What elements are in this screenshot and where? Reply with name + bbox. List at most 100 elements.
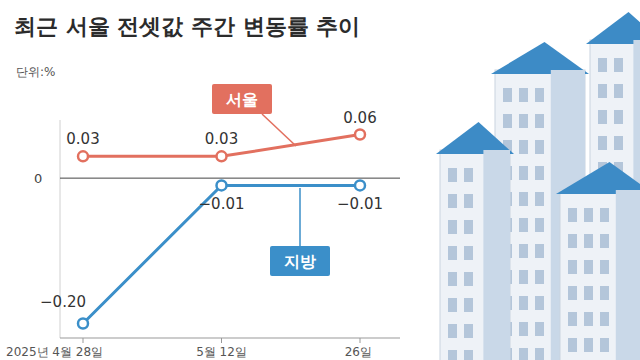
window <box>584 208 593 222</box>
window <box>519 244 528 258</box>
roof <box>556 162 640 194</box>
window <box>600 286 609 300</box>
window <box>464 298 473 312</box>
window <box>448 194 457 208</box>
window <box>584 234 593 248</box>
window <box>568 234 577 248</box>
window <box>464 324 473 338</box>
data-label: 0.06 <box>343 109 376 127</box>
window <box>614 136 623 150</box>
legend-label: 지방 <box>284 252 316 271</box>
window <box>503 114 512 128</box>
title: 최근 서울 전셋값 주간 변동률 추이 <box>14 14 360 39</box>
window <box>598 110 607 124</box>
x-tick <box>360 338 361 343</box>
building <box>440 150 510 360</box>
window <box>464 272 473 286</box>
x-axis-line <box>60 338 400 339</box>
window <box>519 140 528 154</box>
series-line <box>83 185 360 323</box>
window <box>448 324 457 338</box>
window <box>584 338 593 352</box>
grid-line <box>60 178 400 179</box>
window <box>568 338 577 352</box>
window <box>600 234 609 248</box>
window <box>535 218 544 232</box>
window <box>535 192 544 206</box>
legend-box <box>270 246 330 276</box>
window <box>598 136 607 150</box>
window <box>448 246 457 260</box>
window <box>584 312 593 326</box>
window <box>614 84 623 98</box>
window <box>568 286 577 300</box>
window <box>568 208 577 222</box>
window <box>535 270 544 284</box>
window <box>464 194 473 208</box>
window <box>448 168 457 182</box>
window <box>600 338 609 352</box>
window <box>519 218 528 232</box>
window <box>503 88 512 102</box>
window <box>448 220 457 234</box>
window <box>598 84 607 98</box>
window <box>519 88 528 102</box>
legend-label: 서울 <box>226 90 258 109</box>
marker <box>217 180 227 190</box>
window <box>568 312 577 326</box>
chart: 최근 서울 전셋값 주간 변동률 추이단위:%02025년 4월 28일5월 1… <box>0 0 640 360</box>
window <box>519 296 528 310</box>
plot-area <box>78 130 365 329</box>
window <box>448 350 457 360</box>
window <box>598 58 607 72</box>
marker <box>355 130 365 140</box>
window <box>600 312 609 326</box>
window <box>448 272 457 286</box>
window <box>600 260 609 274</box>
window <box>535 114 544 128</box>
x-tick-label: 26일 <box>345 345 372 359</box>
marker <box>78 151 88 161</box>
window <box>464 168 473 182</box>
window <box>519 348 528 360</box>
window <box>519 114 528 128</box>
window <box>519 322 528 336</box>
window <box>535 166 544 180</box>
roof <box>491 42 589 74</box>
x-tick-label: 5월 12일 <box>196 345 247 359</box>
building <box>560 190 640 360</box>
window <box>519 192 528 206</box>
window <box>568 260 577 274</box>
window <box>584 286 593 300</box>
window <box>464 246 473 260</box>
window <box>535 244 544 258</box>
window <box>584 260 593 274</box>
chart-wrap: 최근 서울 전셋값 주간 변동률 추이단위:%02025년 4월 28일5월 1… <box>0 0 640 360</box>
window <box>600 208 609 222</box>
window <box>535 348 544 360</box>
window <box>519 166 528 180</box>
marker <box>78 318 88 328</box>
marker <box>355 180 365 190</box>
data-label: −0.01 <box>199 195 245 213</box>
subtitle: 단위:% <box>16 65 55 79</box>
marker <box>217 151 227 161</box>
data-label: 0.03 <box>66 130 99 148</box>
x-tick <box>221 338 222 343</box>
window <box>614 110 623 124</box>
window <box>519 270 528 284</box>
y-tick-label: 0 <box>34 171 42 186</box>
legend-box <box>212 84 272 114</box>
roof <box>436 122 514 154</box>
window <box>535 88 544 102</box>
building-side <box>483 150 510 360</box>
window <box>614 58 623 72</box>
roof <box>586 12 640 44</box>
data-label: −0.01 <box>337 195 383 213</box>
leader-line <box>262 114 296 146</box>
window <box>464 220 473 234</box>
data-label: −0.20 <box>40 293 86 311</box>
window <box>535 296 544 310</box>
building-illustration <box>436 12 640 360</box>
window <box>464 350 473 360</box>
